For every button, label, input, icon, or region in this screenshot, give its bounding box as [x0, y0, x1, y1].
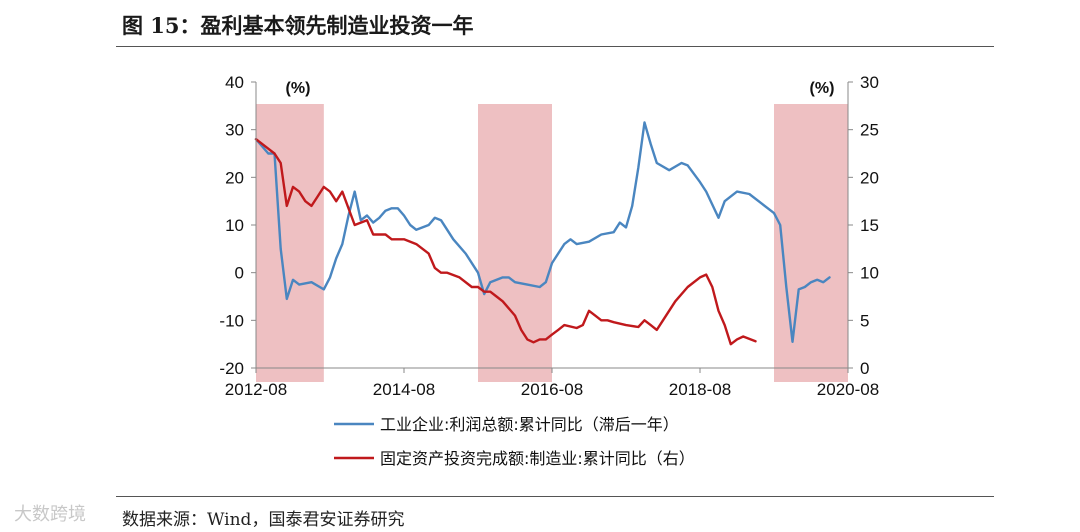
y-right-tick-15: 15 [860, 216, 879, 235]
y-right-tick-20: 20 [860, 168, 879, 187]
left-axis-unit: (%) [286, 80, 311, 97]
y-right-tick-30: 30 [860, 73, 879, 92]
watermark: 大数跨境 [14, 504, 86, 525]
right-axis-unit: (%) [810, 80, 835, 97]
shaded-periods [256, 104, 848, 382]
chart-axes: 40 30 20 10 0 -10 -20 30 25 20 15 10 5 0 2012-08 2014-0… [219, 73, 879, 399]
legend-label-1: 工业企业:利润总额:累计同比（滞后一年） [380, 415, 679, 434]
title-divider [116, 46, 994, 47]
y-left-tick-10: 10 [225, 216, 244, 235]
x-tick-2016-08: 2016-08 [521, 380, 583, 399]
source-divider [116, 496, 994, 497]
figure-title: 图 15：盈利基本领先制造业投资一年 [122, 13, 474, 38]
dual-axis-line-chart: 40 30 20 10 0 -10 -20 30 25 20 15 10 5 0 2012-08 2014-0… [219, 73, 879, 468]
shaded-period-3 [774, 104, 848, 382]
series-lines [254, 121, 831, 346]
legend: 工业企业:利润总额:累计同比（滞后一年） 固定资产投资完成额:制造业:累计同比（右… [334, 415, 695, 468]
x-tick-2012-08: 2012-08 [225, 380, 287, 399]
x-tick-2014-08: 2014-08 [373, 380, 435, 399]
source-note: 数据来源：Wind，国泰君安证券研究 [122, 510, 405, 530]
y-left-tick-40: 40 [225, 73, 244, 92]
shaded-period-2 [478, 104, 552, 382]
series-line-2 [254, 138, 757, 346]
legend-label-2: 固定资产投资完成额:制造业:累计同比（右） [380, 449, 695, 468]
y-left-tick-20: -20 [219, 359, 244, 378]
shaded-period-1 [256, 104, 324, 382]
y-right-tick-10: 10 [860, 264, 879, 283]
y-left-tick-0: 0 [235, 264, 244, 283]
y-left-tick-30: 30 [225, 121, 244, 140]
y-right-tick-5: 5 [860, 311, 869, 330]
y-right-tick-0: 0 [860, 359, 869, 378]
x-tick-2020-08: 2020-08 [817, 380, 879, 399]
y-left-tick-20: 20 [225, 168, 244, 187]
y-right-tick-25: 25 [860, 121, 879, 140]
series-line-1 [254, 121, 831, 343]
y-left-tick-10: -10 [219, 311, 244, 330]
x-tick-2018-08: 2018-08 [669, 380, 731, 399]
